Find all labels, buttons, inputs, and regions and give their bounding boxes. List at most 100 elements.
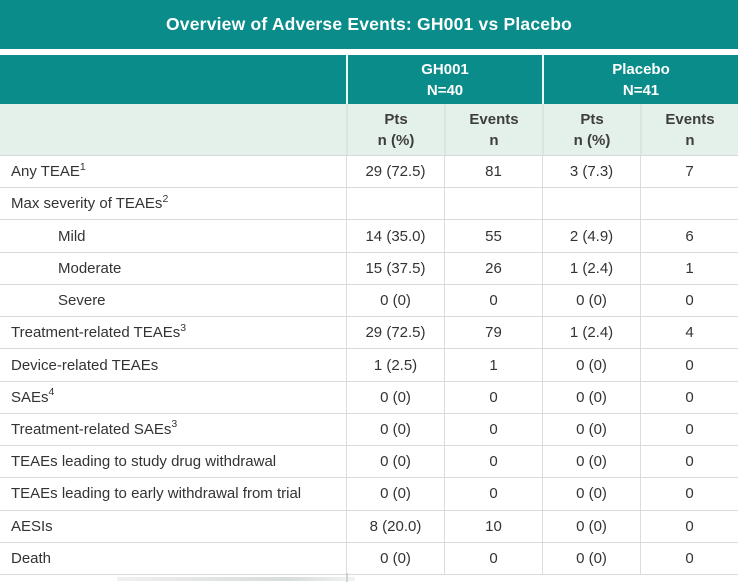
cell-placebo-pts: 1 (2.4)	[542, 252, 640, 284]
row-label: TEAEs leading to early withdrawal from t…	[0, 478, 346, 509]
cell-placebo-events: 0	[640, 510, 738, 542]
subheader-line2: n	[685, 131, 695, 149]
table-row: Treatment-related SAEs 3 0 (0) 0 0 (0) 0	[0, 413, 738, 447]
cell-placebo-pts: 3 (7.3)	[542, 156, 640, 188]
cell-gh001-events: 10	[444, 510, 542, 542]
cell-placebo-pts: 0 (0)	[542, 349, 640, 381]
cropped-footnote-artifact	[117, 577, 355, 581]
cell-placebo-events: 7	[640, 156, 738, 188]
cell-placebo-events	[640, 188, 738, 220]
subheader-placebo-pts: Pts n (%)	[542, 104, 640, 155]
subheader-gh001-pts: Pts n (%)	[346, 104, 444, 155]
row-label: Any TEAE 1	[11, 160, 86, 181]
empty-subheader-cell	[0, 104, 346, 155]
column-group-header-row: GH001 N=40 Placebo N=41	[0, 55, 738, 104]
cell-gh001-pts: 29 (72.5)	[346, 317, 444, 349]
cell-gh001-events: 79	[444, 317, 542, 349]
cell-placebo-pts	[542, 188, 640, 220]
group-header-placebo: Placebo N=41	[542, 55, 738, 104]
cell-gh001-events: 1	[444, 349, 542, 381]
cell-gh001-pts: 0 (0)	[346, 413, 444, 446]
table-row: AESIs 8 (20.0) 10 0 (0) 0	[0, 510, 738, 543]
group-header-gh001: GH001 N=40	[346, 55, 542, 104]
row-label-text: TEAEs leading to early withdrawal from t…	[11, 485, 302, 503]
table-row: Death 0 (0) 0 0 (0) 0	[0, 542, 738, 576]
row-label-text: Mild	[58, 227, 86, 245]
row-label-text: TEAEs leading to study drug withdrawal	[11, 453, 277, 471]
cell-placebo-events: 0	[640, 349, 738, 381]
cell-placebo-events: 4	[640, 317, 738, 349]
row-label: Severe	[0, 285, 346, 316]
subheader-line2: n (%)	[377, 131, 415, 149]
cell-gh001-events: 81	[444, 156, 542, 188]
row-label: Treatment-related TEAEs 3	[11, 321, 187, 342]
cell-placebo-pts: 0 (0)	[542, 381, 640, 413]
subheader-line1: Events	[469, 110, 519, 128]
group-n-gh001: N=40	[426, 81, 464, 99]
table-row: Treatment-related TEAEs 3 29 (72.5) 79 1 …	[0, 317, 738, 350]
row-label: Mild	[0, 220, 346, 251]
cell-gh001-pts: 1 (2.5)	[346, 349, 444, 381]
row-label-text: SAEs	[11, 388, 49, 406]
table-row: SAEs 4 0 (0) 0 0 (0) 0	[0, 381, 738, 414]
row-label: Device-related TEAEs	[0, 349, 346, 380]
cell-placebo-events: 0	[640, 413, 738, 446]
group-n-placebo: N=41	[622, 81, 660, 99]
cell-gh001-events	[444, 188, 542, 220]
cell-placebo-events: 0	[640, 284, 738, 317]
row-label-text: Death	[11, 549, 52, 567]
table-row: Any TEAE 1 29 (72.5) 81 3 (7.3) 7	[0, 156, 738, 189]
row-label-text: Moderate	[58, 259, 122, 277]
cell-gh001-events: 0	[444, 381, 542, 413]
cell-gh001-events: 0	[444, 413, 542, 446]
cell-placebo-pts: 0 (0)	[542, 478, 640, 510]
subheader-line2: n	[489, 131, 499, 149]
cell-gh001-pts: 8 (20.0)	[346, 510, 444, 542]
table-row: TEAEs leading to early withdrawal from t…	[0, 478, 738, 511]
group-label-placebo: Placebo	[612, 60, 670, 78]
cell-placebo-pts: 2 (4.9)	[542, 220, 640, 252]
cell-placebo-pts: 0 (0)	[542, 446, 640, 478]
row-label-text: Max severity of TEAEs	[11, 195, 163, 213]
cell-gh001-pts: 0 (0)	[346, 381, 444, 413]
cell-gh001-pts: 15 (37.5)	[346, 252, 444, 284]
table-row: Moderate 15 (37.5) 26 1 (2.4) 1	[0, 252, 738, 285]
cell-placebo-pts: 0 (0)	[542, 413, 640, 446]
cell-placebo-pts: 0 (0)	[542, 510, 640, 542]
cell-gh001-pts: 0 (0)	[346, 542, 444, 575]
cell-gh001-events: 0	[444, 284, 542, 317]
row-label-text: Treatment-related SAEs	[11, 420, 172, 438]
row-label: AESIs	[0, 511, 346, 542]
cell-placebo-pts: 0 (0)	[542, 542, 640, 575]
cell-placebo-events: 0	[640, 478, 738, 510]
cell-gh001-pts: 0 (0)	[346, 446, 444, 478]
row-label-text: Severe	[58, 292, 106, 310]
table-row: Mild 14 (35.0) 55 2 (4.9) 6	[0, 220, 738, 253]
row-label-text: Device-related TEAEs	[11, 356, 159, 374]
row-label: Treatment-related SAEs 3	[11, 418, 178, 438]
empty-group-header-cell	[0, 55, 346, 104]
row-label-text: Any TEAE	[11, 163, 80, 181]
table-row: TEAEs leading to study drug withdrawal 0…	[0, 446, 738, 479]
cell-gh001-events: 26	[444, 252, 542, 284]
cell-gh001-pts	[346, 188, 444, 220]
cell-gh001-pts: 0 (0)	[346, 284, 444, 317]
row-label: Max severity of TEAEs 2	[11, 192, 169, 213]
table-title-bar: Overview of Adverse Events: GH001 vs Pla…	[0, 0, 738, 49]
row-label: Moderate	[0, 253, 346, 284]
cell-gh001-events: 0	[444, 446, 542, 478]
sub-header-row: Pts n (%) Events n Pts n (%) Events n	[0, 104, 738, 155]
cell-gh001-events: 0	[444, 542, 542, 575]
row-label: Death	[0, 543, 346, 574]
cell-placebo-pts: 0 (0)	[542, 284, 640, 317]
cell-placebo-events: 6	[640, 220, 738, 252]
subheader-line2: n (%)	[573, 131, 611, 149]
cell-gh001-events: 55	[444, 220, 542, 252]
cell-gh001-events: 0	[444, 478, 542, 510]
row-label-text: Treatment-related TEAEs	[11, 324, 181, 342]
subheader-line1: Pts	[580, 110, 604, 128]
row-label: SAEs 4	[11, 386, 55, 406]
cropped-divider-artifact	[346, 573, 348, 582]
row-label-text: AESIs	[11, 517, 53, 535]
